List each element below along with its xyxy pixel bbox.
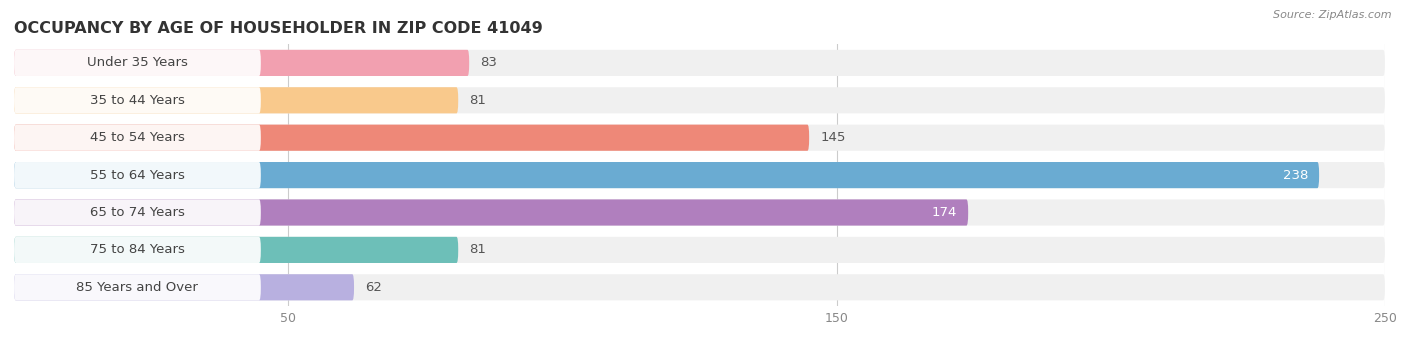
FancyBboxPatch shape bbox=[14, 87, 1385, 114]
Text: 81: 81 bbox=[470, 243, 486, 256]
Text: 62: 62 bbox=[366, 281, 382, 294]
FancyBboxPatch shape bbox=[14, 199, 1385, 226]
FancyBboxPatch shape bbox=[14, 274, 262, 301]
FancyBboxPatch shape bbox=[14, 274, 1385, 301]
FancyBboxPatch shape bbox=[14, 162, 1319, 188]
FancyBboxPatch shape bbox=[14, 237, 262, 263]
FancyBboxPatch shape bbox=[14, 199, 969, 226]
Text: 65 to 74 Years: 65 to 74 Years bbox=[90, 206, 184, 219]
Text: 81: 81 bbox=[470, 94, 486, 107]
FancyBboxPatch shape bbox=[14, 125, 1385, 151]
Text: Under 35 Years: Under 35 Years bbox=[87, 56, 188, 69]
FancyBboxPatch shape bbox=[14, 237, 458, 263]
Text: OCCUPANCY BY AGE OF HOUSEHOLDER IN ZIP CODE 41049: OCCUPANCY BY AGE OF HOUSEHOLDER IN ZIP C… bbox=[14, 21, 543, 36]
Text: 75 to 84 Years: 75 to 84 Years bbox=[90, 243, 184, 256]
FancyBboxPatch shape bbox=[14, 87, 262, 114]
Text: Source: ZipAtlas.com: Source: ZipAtlas.com bbox=[1274, 10, 1392, 20]
Text: 174: 174 bbox=[932, 206, 957, 219]
Text: 83: 83 bbox=[481, 56, 498, 69]
FancyBboxPatch shape bbox=[14, 162, 262, 188]
Text: 145: 145 bbox=[820, 131, 845, 144]
Text: 45 to 54 Years: 45 to 54 Years bbox=[90, 131, 184, 144]
FancyBboxPatch shape bbox=[14, 50, 262, 76]
FancyBboxPatch shape bbox=[14, 87, 458, 114]
FancyBboxPatch shape bbox=[14, 162, 1385, 188]
FancyBboxPatch shape bbox=[14, 274, 354, 301]
Text: 35 to 44 Years: 35 to 44 Years bbox=[90, 94, 184, 107]
FancyBboxPatch shape bbox=[14, 237, 1385, 263]
Text: 85 Years and Over: 85 Years and Over bbox=[76, 281, 198, 294]
FancyBboxPatch shape bbox=[14, 125, 262, 151]
FancyBboxPatch shape bbox=[14, 125, 810, 151]
FancyBboxPatch shape bbox=[14, 50, 470, 76]
Text: 238: 238 bbox=[1282, 169, 1308, 182]
FancyBboxPatch shape bbox=[14, 50, 1385, 76]
FancyBboxPatch shape bbox=[14, 199, 262, 226]
Text: 55 to 64 Years: 55 to 64 Years bbox=[90, 169, 184, 182]
